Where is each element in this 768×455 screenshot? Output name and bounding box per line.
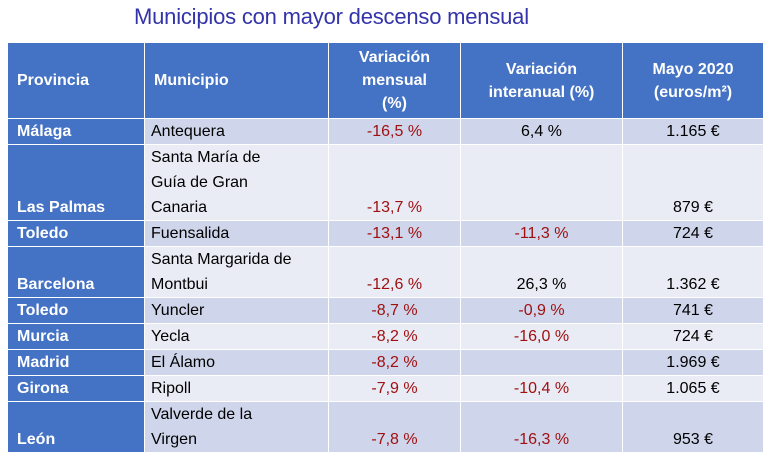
table-row: Las Palmas Santa María de Guía de Gran C… [7,144,764,221]
header-variacion-mensual: Variación mensual (%) [328,42,461,119]
header-variacion-interanual-line2: interanual (%) [488,83,595,101]
cell-provincia: Barcelona [7,246,145,298]
cell-variacion-mensual: -7,8 % [328,401,461,453]
cell-variacion-interanual: 26,3 % [460,246,623,298]
cell-provincia: Toledo [7,220,145,247]
header-mayo-2020: Mayo 2020 (euros/m²) [622,42,764,119]
table-row: Murcia Yecla -8,2 % -16,0 % 724 € [7,323,764,350]
cell-municipio: Ripoll [144,375,329,402]
header-municipio: Municipio [144,42,329,119]
cell-municipio: Antequera [144,118,329,145]
cell-variacion-mensual: -8,2 % [328,349,461,376]
table-row: León Valverde de la Virgen -7,8 % -16,3 … [7,401,764,453]
cell-municipio: Valverde de la Virgen [144,401,329,453]
cell-variacion-mensual: -12,6 % [328,246,461,298]
header-provincia: Provincia [7,42,145,119]
cell-precio: 1.165 € [622,118,764,145]
municipalities-table: Provincia Municipio Variación mensual (%… [7,42,764,453]
cell-provincia: Toledo [7,297,145,324]
table-row: Madrid El Álamo -8,2 % 1.969 € [7,349,764,376]
cell-provincia: Málaga [7,118,145,145]
cell-provincia: León [7,401,145,453]
cell-precio: 724 € [622,323,764,350]
header-variacion-interanual-line1: Variación [505,60,578,78]
table-row: Toledo Fuensalida -13,1 % -11,3 % 724 € [7,220,764,247]
header-variacion-mensual-line3: (%) [382,95,407,112]
cell-precio: 741 € [622,297,764,324]
cell-variacion-interanual: -16,3 % [460,401,623,453]
cell-municipio: Santa María de Guía de Gran Canaria [144,144,329,221]
cell-precio: 953 € [622,401,764,453]
cell-variacion-interanual [460,349,623,376]
header-mayo-2020-line1: Mayo 2020 [652,60,734,78]
cell-variacion-mensual: -8,7 % [328,297,461,324]
cell-precio: 1.969 € [622,349,764,376]
table-header-row: Provincia Municipio Variación mensual (%… [7,42,764,119]
cell-municipio: Yecla [144,323,329,350]
table-row: Girona Ripoll -7,9 % -10,4 % 1.065 € [7,375,764,402]
page-title: Municipios con mayor descenso mensual [134,4,529,29]
cell-municipio: Santa Margarida de Montbui [144,246,329,298]
header-variacion-interanual: Variación interanual (%) [460,42,623,119]
table-row: Barcelona Santa Margarida de Montbui -12… [7,246,764,298]
cell-variacion-interanual: -0,9 % [460,297,623,324]
cell-variacion-mensual: -7,9 % [328,375,461,402]
cell-variacion-mensual: -8,2 % [328,323,461,350]
cell-variacion-interanual: 6,4 % [460,118,623,145]
cell-municipio: El Álamo [144,349,329,376]
cell-variacion-mensual: -13,1 % [328,220,461,247]
cell-provincia: Murcia [7,323,145,350]
cell-variacion-interanual: -10,4 % [460,375,623,402]
table-row: Toledo Yuncler -8,7 % -0,9 % 741 € [7,297,764,324]
cell-municipio: Fuensalida [144,220,329,247]
header-variacion-mensual-line2: mensual [362,72,427,89]
cell-variacion-interanual: -16,0 % [460,323,623,350]
cell-variacion-interanual [460,144,623,221]
cell-variacion-mensual: -13,7 % [328,144,461,221]
cell-municipio: Yuncler [144,297,329,324]
cell-variacion-mensual: -16,5 % [328,118,461,145]
cell-provincia: Las Palmas [7,144,145,221]
header-variacion-mensual-line1: Variación [358,49,431,66]
cell-provincia: Madrid [7,349,145,376]
cell-precio: 724 € [622,220,764,247]
header-mayo-2020-line2: (euros/m²) [653,83,733,101]
table-row: Málaga Antequera -16,5 % 6,4 % 1.165 € [7,118,764,145]
cell-precio: 879 € [622,144,764,221]
cell-provincia: Girona [7,375,145,402]
cell-precio: 1.362 € [622,246,764,298]
cell-precio: 1.065 € [622,375,764,402]
cell-variacion-interanual: -11,3 % [460,220,623,247]
